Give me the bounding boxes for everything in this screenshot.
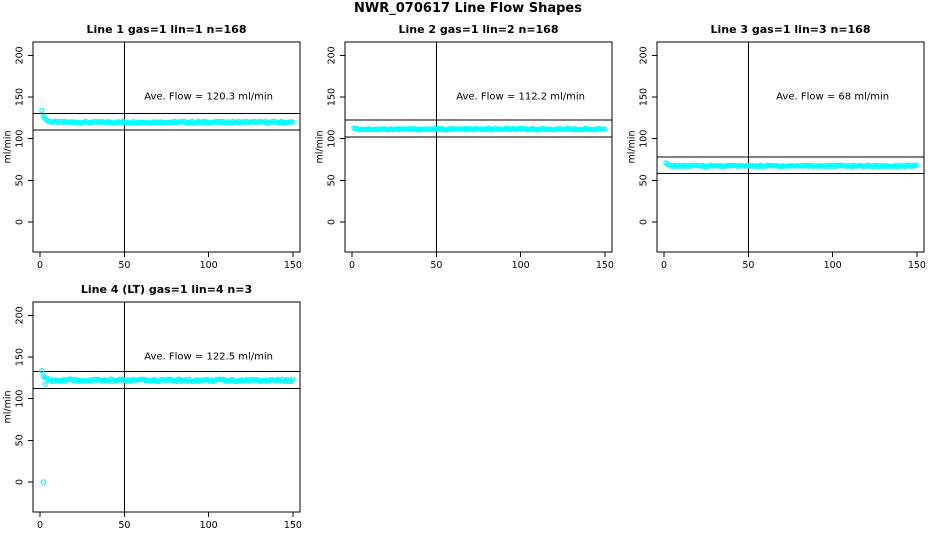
plot-box <box>344 41 613 253</box>
x-tick-label: 0 <box>37 520 43 531</box>
data-points <box>663 160 920 170</box>
ave-flow-annotation: Ave. Flow = 120.3 ml/min <box>144 92 273 103</box>
data-points <box>351 125 608 133</box>
y-tick-label: 200 <box>15 306 26 324</box>
x-tick-label: 150 <box>596 260 614 271</box>
subplot-line-1-title: Line 1 gas=1 lin=1 n=168 <box>86 23 247 36</box>
subplot-line-2: Line 2 gas=1 lin=2 n=168 0 50 100 150 0 50 100… <box>312 18 624 280</box>
y-tick-label: 150 <box>639 88 650 106</box>
y-tick-label: 50 <box>15 174 26 186</box>
ave-flow-annotation: Ave. Flow = 112.2 ml/min <box>456 92 585 103</box>
x-tick-label: 0 <box>349 260 355 271</box>
y-tick-label: 150 <box>15 348 26 366</box>
subplot-canvas-3: 0 50 100 150 0 50 100 150 200 ml/min Ave. Flow = 6… <box>627 41 926 271</box>
x-tick-label: 100 <box>512 260 530 271</box>
y-axis-label: ml/min <box>627 130 638 163</box>
y-tick-label: 200 <box>15 46 26 64</box>
y-tick-label: 100 <box>15 130 26 148</box>
plot-box <box>32 41 301 253</box>
y-axis-label: ml/min <box>3 130 14 163</box>
x-tick-label: 50 <box>118 260 130 271</box>
x-tick-label: 0 <box>37 260 43 271</box>
ave-flow-annotation: Ave. Flow = 68 ml/min <box>776 92 889 103</box>
x-tick-label: 100 <box>200 520 218 531</box>
x-tick-label: 150 <box>908 260 926 271</box>
subplot-line-4: Line 4 (LT) gas=1 lin=4 n=3 0 50 100 150 0 50… <box>0 278 312 540</box>
y-tick-label: 200 <box>639 46 650 64</box>
x-tick-label: 50 <box>430 260 442 271</box>
y-tick-label: 50 <box>639 174 650 186</box>
y-tick-label: 50 <box>15 434 26 446</box>
subplot-line-1: Line 1 gas=1 lin=1 n=168 0 50 100 150 0 50 100… <box>0 18 312 280</box>
x-tick-label: 100 <box>200 260 218 271</box>
subplot-line-3: Line 3 gas=1 lin=3 n=168 0 50 100 150 0 50 100… <box>624 18 936 280</box>
y-tick-label: 0 <box>327 219 338 225</box>
subplot-canvas-4: 0 50 100 150 0 50 100 150 200 ml/min Ave. Flow = 1… <box>3 301 302 531</box>
data-points <box>39 107 296 126</box>
x-tick-label: 150 <box>284 260 302 271</box>
subplot-line-3-title: Line 3 gas=1 lin=3 n=168 <box>710 23 871 36</box>
y-tick-label: 100 <box>327 130 338 148</box>
subplot-line-2-title: Line 2 gas=1 lin=2 n=168 <box>398 23 559 36</box>
y-axis-label: ml/min <box>3 390 14 423</box>
y-tick-label: 100 <box>15 390 26 408</box>
y-tick-label: 100 <box>639 130 650 148</box>
plot-box <box>32 301 301 513</box>
x-tick-label: 50 <box>742 260 754 271</box>
subplot-line-4-title: Line 4 (LT) gas=1 lin=4 n=3 <box>80 283 253 296</box>
subplot-canvas-2: 0 50 100 150 0 50 100 150 200 ml/min Ave. Flow = 1… <box>315 41 614 271</box>
outlier-point <box>40 479 47 485</box>
y-tick-label: 0 <box>15 219 26 225</box>
y-tick-label: 150 <box>15 88 26 106</box>
y-tick-label: 50 <box>327 174 338 186</box>
outlier-point <box>42 381 48 387</box>
ave-flow-annotation: Ave. Flow = 122.5 ml/min <box>144 352 273 363</box>
x-tick-label: 150 <box>284 520 302 531</box>
figure-title: NWR_070617 Line Flow Shapes <box>354 1 582 16</box>
x-tick-label: 100 <box>824 260 842 271</box>
y-tick-label: 200 <box>327 46 338 64</box>
y-axis-label: ml/min <box>315 130 326 163</box>
y-tick-label: 0 <box>15 479 26 485</box>
x-tick-label: 0 <box>661 260 667 271</box>
subplot-canvas-1: 0 50 100 150 0 50 100 150 200 ml/min Ave. Flow = 1… <box>3 41 302 271</box>
plot-box <box>656 41 925 253</box>
data-points <box>39 367 296 485</box>
x-tick-label: 50 <box>118 520 130 531</box>
y-tick-label: 0 <box>639 219 650 225</box>
y-tick-label: 150 <box>327 88 338 106</box>
